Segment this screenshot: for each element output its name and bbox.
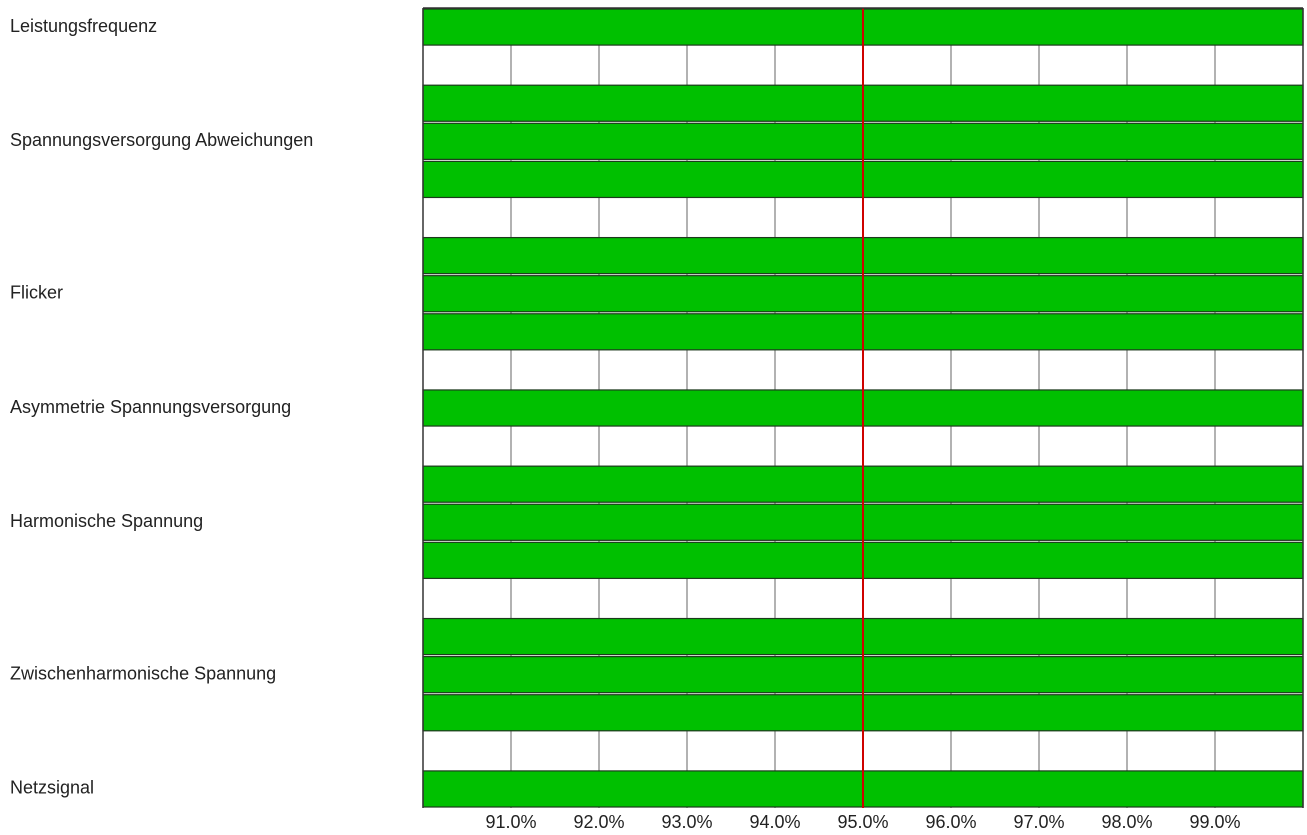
x-tick-label: 99.0%	[1189, 812, 1240, 832]
x-tick-label: 91.0%	[485, 812, 536, 832]
x-tick-label: 93.0%	[661, 812, 712, 832]
y-tick-label: Flicker	[10, 282, 63, 302]
y-tick-label: Netzsignal	[10, 778, 94, 798]
x-tick-label: 95.0%	[837, 812, 888, 832]
x-tick-label: 97.0%	[1013, 812, 1064, 832]
y-tick-label: Harmonische Spannung	[10, 511, 203, 531]
y-tick-label: Zwischenharmonische Spannung	[10, 663, 276, 683]
x-tick-label: 98.0%	[1101, 812, 1152, 832]
x-tick-label: 94.0%	[749, 812, 800, 832]
y-tick-label: Asymmetrie Spannungsversorgung	[10, 397, 291, 417]
y-tick-label: Leistungsfrequenz	[10, 16, 157, 36]
x-tick-label: 96.0%	[925, 812, 976, 832]
y-tick-label: Spannungsversorgung Abweichungen	[10, 130, 313, 150]
x-tick-label: 92.0%	[573, 812, 624, 832]
